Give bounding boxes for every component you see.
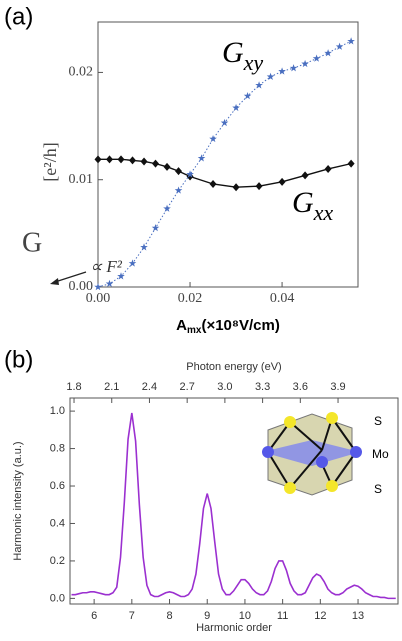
y-tick-label: 0.6: [50, 480, 65, 492]
marker: [128, 259, 137, 267]
atom-label: S: [374, 414, 382, 428]
y-label-symbol: G: [22, 227, 42, 258]
x2-tick-label: 1.8: [66, 381, 81, 393]
marker: [232, 103, 240, 112]
x2-label: Photon energy (eV): [186, 361, 281, 373]
plane: [262, 440, 360, 466]
y-tick-label: 0.00: [69, 279, 94, 294]
x2-tick-label: 2.4: [142, 381, 157, 393]
x-tick-label: 9: [204, 610, 210, 622]
marker: [175, 167, 183, 176]
x-tick-label: 13: [352, 610, 364, 622]
annotation-text: G: [292, 186, 314, 219]
x2-tick-label: 2.1: [104, 381, 119, 393]
marker: [347, 159, 355, 168]
arrow: [54, 271, 87, 283]
marker: [163, 162, 171, 171]
x-tick-label: 7: [129, 610, 135, 622]
y-tick-label: 0.0: [50, 592, 65, 604]
annotation: Gxy: [222, 36, 263, 75]
x2-tick-label: 3.0: [217, 381, 232, 393]
annotation: ∝ F²: [90, 257, 123, 276]
crystal-inset: S Mo S: [262, 412, 389, 496]
x-label: Harmonic order: [196, 622, 272, 634]
x-tick-label: 0.04: [270, 291, 295, 306]
marker: [151, 223, 160, 232]
x-tick-label: 8: [166, 610, 172, 622]
atom-label: Mo: [372, 447, 389, 461]
x-tick-label: 0.02: [178, 291, 203, 306]
x-tick-label: 11: [277, 610, 288, 622]
annotation-sub: xx: [313, 200, 334, 225]
x-label: Amx(×10⁸V/cm): [176, 317, 280, 336]
y-tick-label: 0.4: [50, 517, 65, 529]
marker: [232, 183, 240, 192]
series-line: [71, 412, 396, 600]
x-tick-label: 10: [239, 610, 251, 622]
x2-tick-label: 2.7: [180, 381, 195, 393]
marker: [197, 154, 206, 162]
atoms: [262, 412, 362, 494]
x-label-rest: (×10⁸V/cm): [201, 317, 279, 334]
atom-label: S: [374, 482, 382, 496]
marker: [220, 118, 229, 127]
y-label: Harmonic intensity (a.u.): [12, 441, 24, 560]
marker: [140, 243, 148, 251]
marker: [94, 155, 102, 164]
marker: [243, 92, 252, 100]
x2-tick-label: 3.6: [293, 381, 308, 393]
marker: [289, 64, 298, 72]
marker: [186, 170, 194, 178]
marker: [266, 72, 275, 80]
x-tick-label: 12: [314, 610, 326, 622]
marker: [117, 272, 125, 280]
annotation-sub: xy: [243, 50, 264, 75]
x2-tick-label: 3.3: [255, 381, 270, 393]
x-tick-label: 0.00: [86, 291, 111, 306]
marker: [129, 156, 137, 165]
series-line: [98, 158, 352, 188]
marker: [94, 283, 102, 291]
marker: [106, 155, 114, 164]
marker: [255, 81, 263, 89]
x-label-main: A: [176, 317, 187, 334]
y-tick-label: 1.0: [50, 405, 65, 417]
marker: [174, 186, 183, 194]
marker: [209, 134, 217, 143]
panel-label: (a): [4, 3, 33, 30]
marker: [301, 59, 309, 68]
y-tick-label: 0.8: [50, 442, 65, 454]
annotation: Gxx: [292, 186, 333, 225]
marker: [278, 177, 286, 186]
y-label-unit: [e²/h]: [40, 142, 60, 181]
marker: [117, 155, 125, 164]
x-tick-label: 6: [91, 610, 97, 622]
marker: [347, 37, 355, 45]
marker: [301, 171, 309, 180]
y-tick-label: 0.2: [50, 555, 65, 567]
marker: [255, 182, 263, 191]
y-tick-label: 0.01: [69, 172, 94, 187]
marker: [278, 67, 286, 75]
marker: [105, 279, 114, 288]
marker: [335, 42, 344, 50]
marker: [209, 180, 217, 189]
marker: [163, 204, 171, 212]
x-label-sub: mx: [187, 325, 202, 336]
x2-tick-label: 3.9: [330, 381, 345, 393]
plot-frame: [97, 21, 359, 288]
annotation-text: G: [222, 36, 244, 69]
panel-label: (b): [4, 346, 33, 373]
marker: [324, 164, 332, 173]
arrow-head: [50, 278, 59, 285]
y-tick-label: 0.02: [69, 65, 94, 80]
marker: [140, 157, 148, 166]
marker: [312, 54, 321, 62]
marker: [324, 49, 332, 57]
marker: [152, 159, 160, 168]
series-line: [97, 40, 352, 288]
plot-frame: [69, 397, 399, 605]
